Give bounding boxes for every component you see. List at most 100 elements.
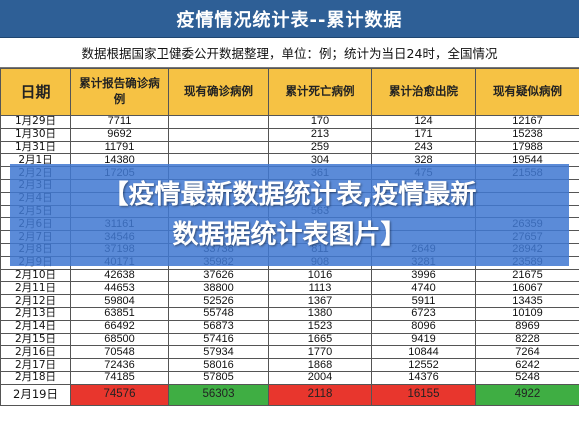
cell-current-suspected: 4922 bbox=[475, 383, 579, 406]
cell-date: 2月14日 bbox=[0, 319, 71, 334]
cell-cumulative-deaths: 1523 bbox=[268, 319, 372, 334]
cell-current-suspected: 6242 bbox=[475, 358, 579, 372]
cell-date: 2月18日 bbox=[0, 370, 71, 385]
cell-date: 2月13日 bbox=[0, 306, 71, 321]
cell-current-confirmed: 58016 bbox=[168, 358, 269, 372]
cell-cumulative-confirmed: 44653 bbox=[70, 281, 169, 296]
cell-current-confirmed: 37626 bbox=[168, 268, 269, 283]
cell-cumulative-recovered: 3996 bbox=[371, 268, 476, 283]
cell-cumulative-confirmed: 7711 bbox=[70, 115, 169, 129]
header-current-confirmed: 现有确诊病例 bbox=[168, 68, 269, 116]
cell-cumulative-recovered: 6723 bbox=[371, 306, 476, 321]
cell-cumulative-confirmed: 59804 bbox=[70, 294, 169, 308]
cell-cumulative-recovered: 124 bbox=[371, 115, 476, 129]
table-row: 2月1日 14380 304 328 19544 bbox=[0, 153, 579, 168]
table-row: 2月16日 70548 57934 1770 10844 7264 bbox=[0, 345, 579, 360]
header-date: 日期 bbox=[0, 68, 71, 116]
cell-date: 2月11日 bbox=[0, 281, 71, 296]
cell-cumulative-deaths: 1868 bbox=[268, 358, 372, 372]
cell-cumulative-deaths: 170 bbox=[268, 115, 372, 129]
cell-date: 2月16日 bbox=[0, 345, 71, 360]
table-row: 1月31日 11791 259 243 17988 bbox=[0, 140, 579, 155]
cell-current-confirmed: 56873 bbox=[168, 319, 269, 334]
table-row: 2月12日 59804 52526 1367 5911 13435 bbox=[0, 294, 579, 308]
cell-current-confirmed: 52526 bbox=[168, 294, 269, 308]
table-row-latest: 2月19日 74576 56303 2118 16155 4922 bbox=[0, 383, 579, 406]
table-row: 1月30日 9692 213 171 15238 bbox=[0, 127, 579, 142]
cell-current-confirmed: 57805 bbox=[168, 370, 269, 385]
cell-current-suspected: 15238 bbox=[475, 127, 579, 142]
cell-date: 2月15日 bbox=[0, 332, 71, 347]
cell-cumulative-deaths: 1016 bbox=[268, 268, 372, 283]
cell-date: 2月17日 bbox=[0, 358, 71, 372]
overlay-banner: 【疫情最新数据统计表,疫情最新 数据据统计表图片】 bbox=[10, 164, 569, 266]
cell-date: 1月29日 bbox=[0, 115, 71, 129]
table-row: 2月11日 44653 38800 1113 4740 16067 bbox=[0, 281, 579, 296]
cell-cumulative-confirmed: 9692 bbox=[70, 127, 169, 142]
cell-current-suspected: 12167 bbox=[475, 115, 579, 129]
cell-date: 2月12日 bbox=[0, 294, 71, 308]
cell-cumulative-recovered: 171 bbox=[371, 127, 476, 142]
cell-current-confirmed: 56303 bbox=[168, 383, 269, 406]
header-row: 日期 累计报告确诊病例 现有确诊病例 累计死亡病例 累计治愈出院 现有疑似病例 bbox=[0, 68, 579, 116]
banner-line-2: 数据据统计表图片】 bbox=[172, 220, 407, 250]
cell-cumulative-confirmed: 74576 bbox=[70, 383, 169, 406]
cell-cumulative-deaths: 1380 bbox=[268, 306, 372, 321]
cell-cumulative-recovered: 16155 bbox=[371, 383, 476, 406]
header-current-suspected: 现有疑似病例 bbox=[475, 68, 579, 116]
table-row: 2月14日 66492 56873 1523 8096 8969 bbox=[0, 319, 579, 334]
cell-cumulative-recovered: 9419 bbox=[371, 332, 476, 347]
cell-current-suspected: 21675 bbox=[475, 268, 579, 283]
cell-cumulative-deaths: 259 bbox=[268, 140, 372, 155]
cell-current-suspected: 7264 bbox=[475, 345, 579, 360]
cell-current-suspected: 10109 bbox=[475, 306, 579, 321]
cell-current-suspected: 16067 bbox=[475, 281, 579, 296]
cell-cumulative-confirmed: 11791 bbox=[70, 140, 169, 155]
cell-cumulative-recovered: 8096 bbox=[371, 319, 476, 334]
cell-cumulative-deaths: 1665 bbox=[268, 332, 372, 347]
table-row: 2月13日 63851 55748 1380 6723 10109 bbox=[0, 306, 579, 321]
cell-cumulative-confirmed: 63851 bbox=[70, 306, 169, 321]
cell-current-confirmed bbox=[168, 140, 269, 155]
table-row: 2月10日 42638 37626 1016 3996 21675 bbox=[0, 268, 579, 283]
cell-current-confirmed: 38800 bbox=[168, 281, 269, 296]
cell-cumulative-confirmed: 42638 bbox=[70, 268, 169, 283]
table-row: 1月29日 7711 170 124 12167 bbox=[0, 115, 579, 129]
cell-date: 1月31日 bbox=[0, 140, 71, 155]
cell-cumulative-recovered: 5911 bbox=[371, 294, 476, 308]
sheet-title: 疫情情况统计表--累计数据 bbox=[0, 0, 579, 38]
cell-cumulative-recovered: 14376 bbox=[371, 370, 476, 385]
cell-date: 1月30日 bbox=[0, 127, 71, 142]
cell-cumulative-recovered: 243 bbox=[371, 140, 476, 155]
cell-current-suspected: 8228 bbox=[475, 332, 579, 347]
banner-line-1: 【疫情最新数据统计表,疫情最新 bbox=[102, 180, 477, 210]
cell-cumulative-confirmed: 74185 bbox=[70, 370, 169, 385]
cell-cumulative-deaths: 213 bbox=[268, 127, 372, 142]
cell-cumulative-deaths: 2118 bbox=[268, 383, 372, 406]
cell-date: 2月10日 bbox=[0, 268, 71, 283]
cell-cumulative-deaths: 1770 bbox=[268, 345, 372, 360]
cell-current-confirmed: 57416 bbox=[168, 332, 269, 347]
cell-current-suspected: 8969 bbox=[475, 319, 579, 334]
cell-cumulative-confirmed: 70548 bbox=[70, 345, 169, 360]
cell-current-confirmed bbox=[168, 115, 269, 129]
header-cumulative-confirmed: 累计报告确诊病例 bbox=[70, 68, 169, 116]
cell-date: 2月19日 bbox=[0, 383, 71, 406]
cell-cumulative-confirmed: 72436 bbox=[70, 358, 169, 372]
cell-cumulative-confirmed: 68500 bbox=[70, 332, 169, 347]
table-row: 2月15日 68500 57416 1665 9419 8228 bbox=[0, 332, 579, 347]
table-row: 2月17日 72436 58016 1868 12552 6242 bbox=[0, 358, 579, 372]
cell-cumulative-deaths: 1367 bbox=[268, 294, 372, 308]
cell-current-suspected: 13435 bbox=[475, 294, 579, 308]
cell-current-confirmed: 55748 bbox=[168, 306, 269, 321]
cell-current-confirmed: 57934 bbox=[168, 345, 269, 360]
cell-cumulative-deaths: 1113 bbox=[268, 281, 372, 296]
cell-current-confirmed bbox=[168, 127, 269, 142]
cell-cumulative-confirmed: 66492 bbox=[70, 319, 169, 334]
sheet-note: 数据根据国家卫健委公开数据整理，单位：例；统计为当日24时，全国情况 bbox=[0, 38, 579, 68]
cell-current-suspected: 5248 bbox=[475, 370, 579, 385]
cell-cumulative-deaths: 2004 bbox=[268, 370, 372, 385]
header-cumulative-recovered: 累计治愈出院 bbox=[371, 68, 476, 116]
cell-cumulative-recovered: 4740 bbox=[371, 281, 476, 296]
